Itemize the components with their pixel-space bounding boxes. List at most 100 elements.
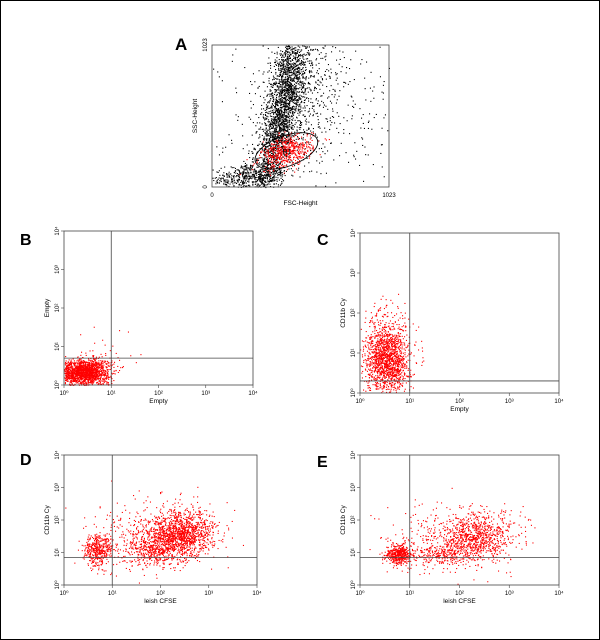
point — [299, 62, 301, 64]
point — [268, 111, 270, 113]
point — [316, 160, 318, 162]
point — [288, 141, 290, 143]
point — [278, 137, 280, 139]
point — [272, 138, 274, 140]
point — [223, 179, 225, 181]
point — [305, 76, 307, 78]
point — [244, 185, 246, 187]
point — [243, 166, 245, 168]
point — [289, 112, 291, 114]
point — [305, 93, 307, 95]
point — [76, 369, 78, 371]
point — [356, 150, 358, 152]
point — [266, 171, 268, 173]
point — [270, 134, 272, 136]
point — [233, 177, 235, 179]
point — [239, 177, 241, 179]
point — [301, 138, 303, 140]
point — [269, 93, 271, 95]
point — [296, 100, 298, 102]
point — [269, 95, 271, 97]
point — [281, 154, 283, 156]
point — [282, 141, 284, 143]
point — [292, 146, 294, 148]
point — [282, 84, 284, 86]
point — [266, 156, 268, 158]
point — [308, 54, 310, 56]
point — [262, 143, 264, 145]
point — [275, 90, 277, 92]
point — [290, 63, 292, 65]
point — [343, 132, 345, 134]
point — [223, 181, 225, 183]
point — [291, 74, 293, 76]
point — [273, 151, 275, 153]
point — [66, 370, 68, 372]
point — [332, 88, 334, 90]
point — [278, 111, 280, 113]
point — [269, 89, 271, 91]
point — [88, 365, 90, 367]
point — [87, 371, 89, 373]
point — [92, 372, 94, 374]
point — [261, 178, 263, 180]
point — [285, 67, 287, 69]
point — [289, 109, 291, 111]
point — [372, 90, 374, 92]
point — [81, 362, 83, 364]
point — [285, 104, 287, 106]
point — [297, 148, 299, 150]
point — [291, 144, 293, 146]
point — [99, 373, 101, 375]
point — [273, 99, 275, 101]
point — [263, 139, 265, 141]
point — [258, 157, 260, 159]
point — [254, 81, 256, 83]
point — [75, 378, 77, 380]
point — [284, 131, 286, 133]
point — [274, 62, 276, 64]
point — [216, 171, 218, 173]
point — [274, 146, 276, 148]
point — [309, 70, 311, 72]
point — [257, 159, 259, 161]
point — [91, 377, 93, 379]
point — [289, 88, 291, 90]
point — [269, 90, 271, 92]
point — [275, 114, 277, 116]
point — [264, 155, 266, 157]
point — [290, 115, 292, 117]
point — [282, 115, 284, 117]
point — [286, 135, 288, 137]
point — [286, 150, 288, 152]
point — [295, 59, 297, 61]
point — [309, 135, 311, 137]
point — [343, 117, 345, 119]
point — [312, 105, 314, 107]
point — [104, 371, 106, 373]
point — [298, 79, 300, 81]
point — [325, 139, 327, 141]
point — [283, 81, 285, 83]
point — [69, 383, 71, 385]
point — [329, 129, 331, 131]
point — [295, 107, 297, 109]
point — [283, 125, 285, 127]
point — [298, 55, 300, 57]
point — [296, 102, 298, 104]
point — [362, 114, 364, 116]
point — [276, 78, 278, 80]
point — [276, 89, 278, 91]
point — [282, 139, 284, 141]
point — [280, 167, 282, 169]
point — [286, 46, 288, 48]
point — [300, 50, 302, 52]
point — [86, 365, 88, 367]
point — [283, 97, 285, 99]
point — [292, 98, 294, 100]
point — [287, 99, 289, 101]
point — [320, 156, 322, 158]
point — [270, 136, 272, 138]
point — [313, 149, 315, 151]
point — [288, 55, 290, 57]
